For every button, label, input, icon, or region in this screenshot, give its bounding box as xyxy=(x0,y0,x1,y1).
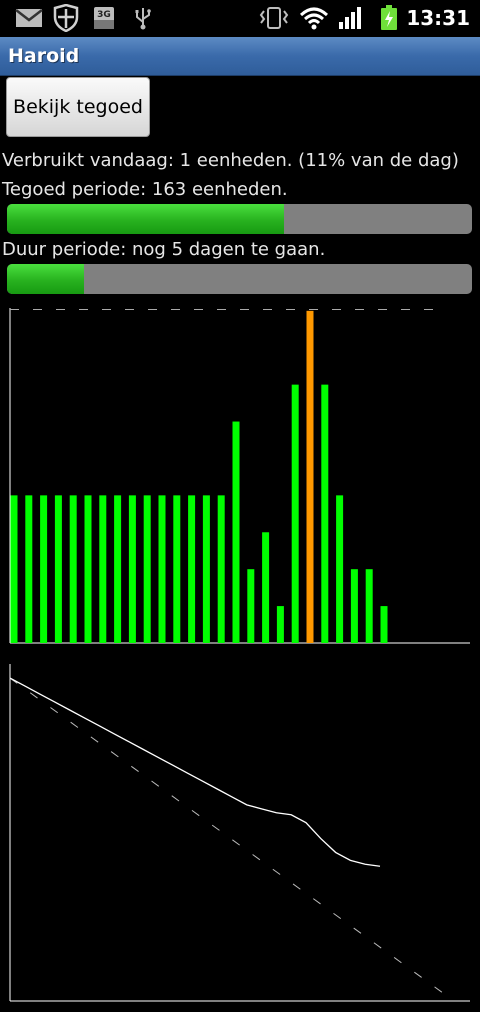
app-title-bar: Haroid xyxy=(0,37,480,76)
daily-usage-bar-chart xyxy=(9,308,470,644)
credit-progress-fill xyxy=(7,204,285,234)
actual-credit-line xyxy=(9,677,381,867)
battery-charging-icon xyxy=(378,5,400,30)
vibrate-icon xyxy=(258,6,290,30)
usage-bar xyxy=(10,495,18,643)
credit-period-text: Tegoed periode: 163 eenheden. xyxy=(2,179,288,200)
usage-bar xyxy=(321,384,329,643)
usage-bar xyxy=(291,384,299,643)
usage-bar xyxy=(99,495,107,643)
duration-progress-fill xyxy=(7,264,84,294)
app-title: Haroid xyxy=(8,45,80,67)
usage-bar xyxy=(128,495,136,643)
signal-icon xyxy=(338,6,364,30)
usage-bar xyxy=(158,495,166,643)
usage-bar xyxy=(114,495,122,643)
usage-bar xyxy=(365,569,373,643)
usage-bar xyxy=(54,495,62,643)
view-credit-button[interactable]: Bekijk tegoed xyxy=(6,77,150,137)
usage-bar xyxy=(247,569,255,643)
usage-bar xyxy=(350,569,358,643)
credit-trend-line-chart xyxy=(9,664,470,1002)
usage-bar xyxy=(173,495,181,643)
usage-bar xyxy=(217,495,225,643)
usage-bar xyxy=(232,421,240,643)
usage-bar xyxy=(380,606,388,643)
wifi-icon xyxy=(298,6,330,30)
usage-bar xyxy=(306,310,314,643)
status-time: 13:31 xyxy=(406,6,470,30)
usb-icon xyxy=(132,6,154,30)
credit-progress-bar xyxy=(7,204,472,234)
usage-bar xyxy=(276,606,284,643)
used-today-text: Verbruikt vandaag: 1 eenheden. (11% van … xyxy=(2,150,459,171)
usage-bar xyxy=(143,495,151,643)
network-badge: 3G xyxy=(97,10,111,20)
usage-bar xyxy=(262,532,270,643)
sim-3g-icon: 3G xyxy=(92,6,116,30)
duration-progress-bar xyxy=(7,264,472,294)
usage-bar xyxy=(69,495,77,643)
shield-icon xyxy=(52,4,80,32)
mail-icon xyxy=(14,6,44,30)
ideal-usage-line xyxy=(9,677,455,1002)
usage-bar xyxy=(40,495,48,643)
usage-bar xyxy=(336,495,344,643)
status-bar: 3G 13:31 xyxy=(0,0,480,37)
usage-bar xyxy=(188,495,196,643)
usage-bar xyxy=(84,495,92,643)
usage-bar xyxy=(202,495,210,643)
duration-period-text: Duur periode: nog 5 dagen te gaan. xyxy=(2,239,326,260)
usage-bar xyxy=(25,495,33,643)
